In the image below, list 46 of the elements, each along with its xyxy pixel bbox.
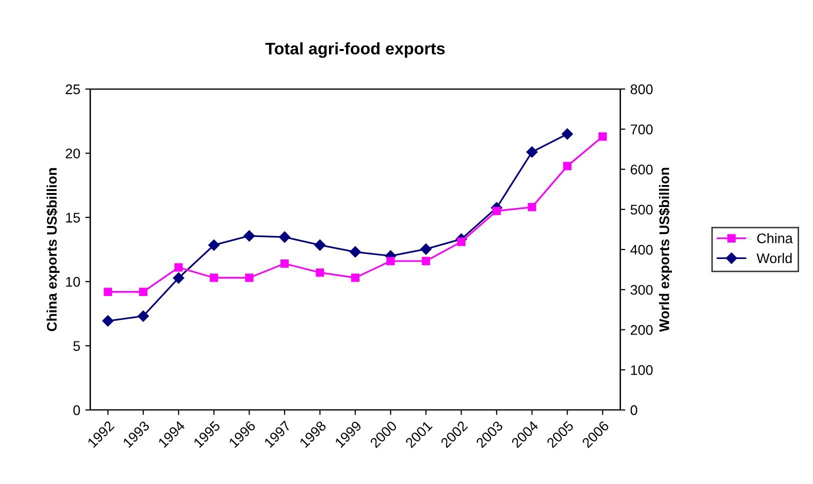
point (280, 259, 289, 268)
y2-tick-label: 500 (630, 204, 653, 215)
y2-tick-label: 200 (630, 325, 653, 335)
point (314, 239, 326, 251)
point (420, 243, 432, 255)
y-tick-label: 0 (73, 405, 80, 416)
point (526, 146, 538, 158)
legend-label: China (757, 233, 793, 244)
point (208, 239, 220, 251)
point (528, 202, 536, 212)
point (138, 310, 149, 322)
y-axis-title: China exports US$billion (46, 168, 60, 332)
point (563, 162, 572, 170)
y2-tick-label: 100 (631, 365, 653, 376)
chart-title: Total agri-food exports (265, 42, 445, 58)
y2-axis-title: World exports US$billion (658, 168, 672, 332)
y2-tick-label: 600 (630, 164, 653, 174)
point (139, 288, 148, 296)
point (244, 230, 255, 242)
point (562, 128, 573, 140)
y-tick-label: 10 (66, 276, 80, 287)
legend-label: World (756, 252, 792, 264)
y2-tick-label: 800 (630, 84, 653, 94)
point (210, 274, 218, 282)
point (422, 256, 430, 266)
point (172, 272, 184, 284)
y-tick-label: 20 (66, 148, 80, 158)
point (104, 288, 112, 296)
point (350, 246, 361, 258)
y-tick-label: 15 (66, 212, 80, 223)
point (457, 238, 466, 246)
point (598, 132, 607, 141)
y-tick-label: 25 (66, 84, 80, 94)
y2-tick-label: 400 (630, 244, 653, 255)
point (102, 315, 114, 327)
y2-tick-label: 700 (630, 124, 653, 134)
point (279, 231, 290, 243)
point (316, 268, 324, 277)
y-tick-label: 5 (73, 341, 80, 351)
y2-tick-label: 300 (630, 284, 653, 295)
point (245, 274, 254, 282)
point (174, 263, 183, 272)
y2-tick-label: 0 (630, 405, 638, 416)
point (386, 256, 395, 266)
point (492, 206, 501, 216)
point (351, 274, 360, 282)
